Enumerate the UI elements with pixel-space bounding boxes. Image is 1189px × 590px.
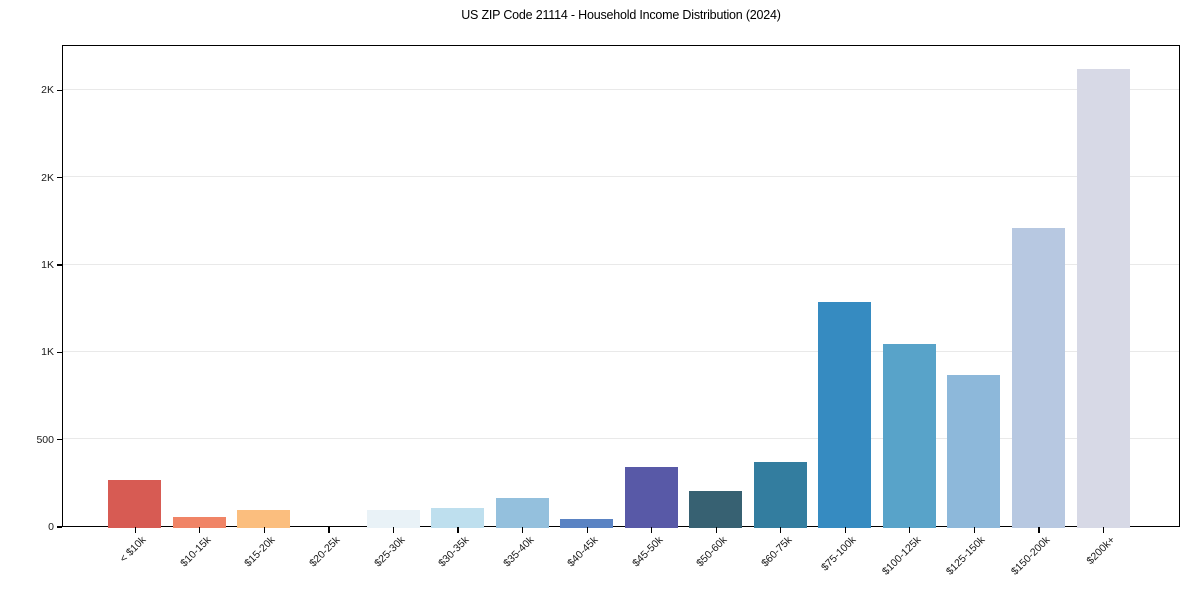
y-tick-label: 500 xyxy=(36,433,54,446)
bar-25-30k xyxy=(366,510,420,528)
x-tick-mark xyxy=(1102,527,1105,533)
y-tick-mark xyxy=(57,439,62,441)
gridline xyxy=(63,88,1179,90)
bar-125-150k xyxy=(947,374,1001,528)
y-tick-mark xyxy=(57,526,62,528)
bar-15-20k xyxy=(237,510,291,528)
chart-title: US ZIP Code 21114 - Household Income Dis… xyxy=(461,8,781,22)
x-tick-label: $15-20k xyxy=(242,534,278,570)
x-tick-mark xyxy=(586,527,588,533)
y-tick-mark xyxy=(57,89,62,91)
y-tick-label: 2K xyxy=(41,171,54,184)
plot-area xyxy=(62,45,1180,528)
y-tick-label: 2K xyxy=(41,84,54,97)
bar-10-15k xyxy=(172,517,226,528)
gridline xyxy=(63,263,1179,265)
bar-150-200k xyxy=(1012,228,1065,528)
x-tick-label: $10-15k xyxy=(178,534,214,570)
x-tick-label: $20-25k xyxy=(307,534,343,570)
bar-200k xyxy=(1076,69,1130,528)
x-tick-label: $75-100k xyxy=(819,534,859,574)
bar-75-100k xyxy=(818,302,872,528)
x-tick-mark xyxy=(715,527,717,533)
gridline xyxy=(63,438,1179,440)
bar-60-75k xyxy=(753,462,807,528)
x-tick-mark xyxy=(457,527,459,533)
bar-30-35k xyxy=(431,508,485,528)
bar-100-125k xyxy=(882,344,936,528)
x-tick-label: $125-150k xyxy=(944,534,988,578)
x-tick-label: $100-125k xyxy=(879,534,924,578)
bar-40-45k xyxy=(560,518,614,528)
y-axis-label: Households xyxy=(0,256,2,316)
x-tick-label: $50-60k xyxy=(694,534,730,570)
bar-50-60k xyxy=(689,490,743,528)
x-tick-label: $150-200k xyxy=(1008,534,1053,578)
x-tick-mark xyxy=(199,527,201,533)
y-tick-mark xyxy=(57,177,62,179)
y-tick-label: 0 xyxy=(48,521,54,533)
y-tick-label: 1K xyxy=(41,259,54,272)
x-tick-mark xyxy=(263,527,265,533)
y-tick-mark xyxy=(57,264,62,266)
x-tick-label: $30-35k xyxy=(436,534,472,570)
bar-10k xyxy=(108,480,162,528)
y-tick-label: 1K xyxy=(41,346,54,359)
x-tick-mark xyxy=(844,527,846,533)
bar-45-50k xyxy=(624,467,678,528)
x-tick-label: < $10k xyxy=(117,534,149,565)
x-tick-label: $35-40k xyxy=(500,534,537,570)
x-tick-mark xyxy=(1038,527,1040,533)
x-tick-mark xyxy=(522,527,524,533)
x-tick-mark xyxy=(909,527,911,533)
gridline xyxy=(63,176,1179,178)
x-tick-mark xyxy=(392,527,395,533)
x-tick-mark xyxy=(134,527,136,533)
x-tick-label: $40-45k xyxy=(565,534,601,570)
x-tick-mark xyxy=(651,527,653,533)
gridline xyxy=(63,350,1179,352)
y-tick-mark xyxy=(57,351,62,353)
bar-35-40k xyxy=(495,497,549,528)
x-tick-label: $25-30k xyxy=(371,534,407,570)
x-tick-label: $45-50k xyxy=(629,534,666,570)
x-tick-mark xyxy=(973,527,976,533)
x-tick-mark xyxy=(780,527,782,533)
x-tick-mark xyxy=(328,527,330,533)
x-tick-label: $60-75k xyxy=(758,534,795,570)
x-tick-label: $200k+ xyxy=(1083,534,1118,568)
